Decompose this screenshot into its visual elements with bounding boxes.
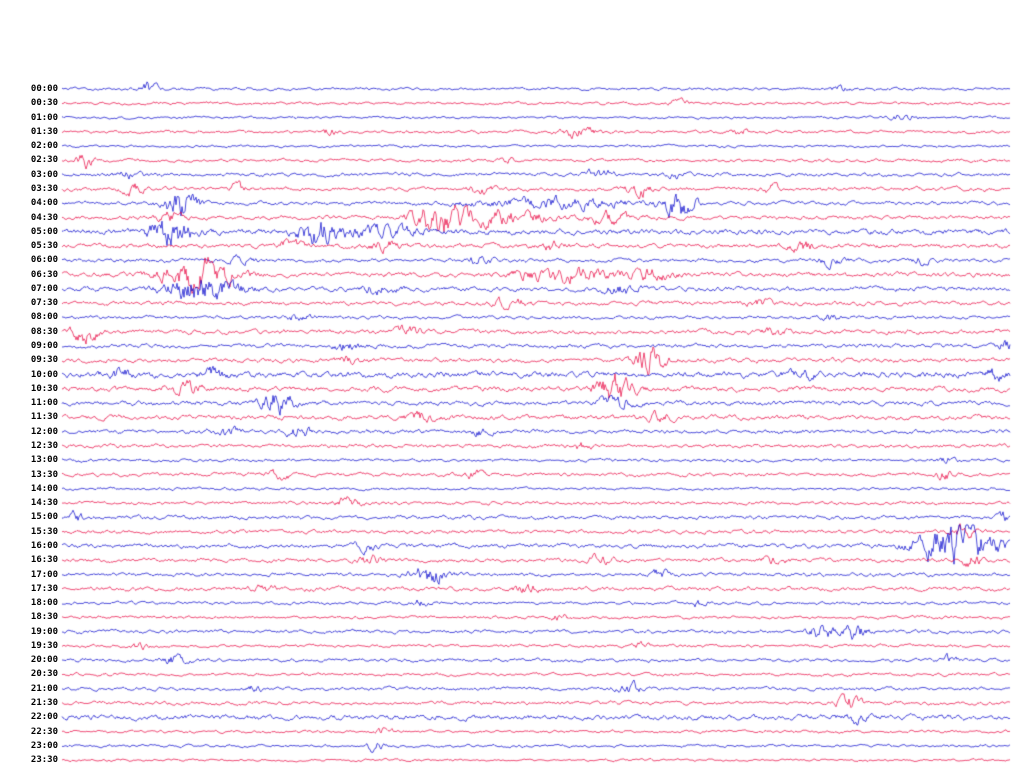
time-label: 01:00 xyxy=(30,112,58,123)
time-label: 21:00 xyxy=(30,683,58,694)
time-axis: 00:00 00:30 01:00 01:30 02:00 02:30 03:00 03:30… xyxy=(0,0,58,780)
time-label: 22:30 xyxy=(30,726,58,737)
time-label: 16:00 xyxy=(30,540,58,551)
time-label: 23:00 xyxy=(30,740,58,751)
time-label: 08:30 xyxy=(30,326,58,337)
time-label: 18:00 xyxy=(30,598,58,609)
time-label: 15:30 xyxy=(30,526,58,537)
time-label: 16:30 xyxy=(30,555,58,566)
time-label: 19:00 xyxy=(30,626,58,637)
time-label: 18:30 xyxy=(30,612,58,623)
time-label: 02:30 xyxy=(30,155,58,166)
time-label: 07:30 xyxy=(30,298,58,309)
time-label: 02:00 xyxy=(30,141,58,152)
time-label: 06:00 xyxy=(30,255,58,266)
time-label: 14:30 xyxy=(30,498,58,509)
time-label: 03:30 xyxy=(30,183,58,194)
time-label: 20:30 xyxy=(30,669,58,680)
time-label: 11:00 xyxy=(30,398,58,409)
time-label: 00:30 xyxy=(30,98,58,109)
time-label: 19:30 xyxy=(30,640,58,651)
time-label: 05:30 xyxy=(30,241,58,252)
time-label: 13:30 xyxy=(30,469,58,480)
time-label: 07:00 xyxy=(30,283,58,294)
time-label: 12:00 xyxy=(30,426,58,437)
time-label: 09:00 xyxy=(30,341,58,352)
time-label: 01:30 xyxy=(30,126,58,137)
time-label: 17:00 xyxy=(30,569,58,580)
time-label: 04:00 xyxy=(30,198,58,209)
time-label: 04:30 xyxy=(30,212,58,223)
time-label: 06:30 xyxy=(30,269,58,280)
time-label: 13:00 xyxy=(30,455,58,466)
time-label: 03:00 xyxy=(30,169,58,180)
time-label: 17:30 xyxy=(30,583,58,594)
time-label: 05:00 xyxy=(30,226,58,237)
time-label: 10:00 xyxy=(30,369,58,380)
time-label: 20:00 xyxy=(30,655,58,666)
time-label: 10:30 xyxy=(30,383,58,394)
time-label: 12:30 xyxy=(30,441,58,451)
time-label: 15:00 xyxy=(30,512,58,523)
time-label: 09:30 xyxy=(30,355,58,366)
time-label: 08:00 xyxy=(30,312,58,323)
time-label: 23:30 xyxy=(30,755,58,766)
time-label: 00:00 xyxy=(30,84,58,94)
time-label: 22:00 xyxy=(30,712,58,723)
time-label: 11:30 xyxy=(30,412,58,423)
time-label: 14:00 xyxy=(30,483,58,494)
time-label: 21:30 xyxy=(30,698,58,709)
